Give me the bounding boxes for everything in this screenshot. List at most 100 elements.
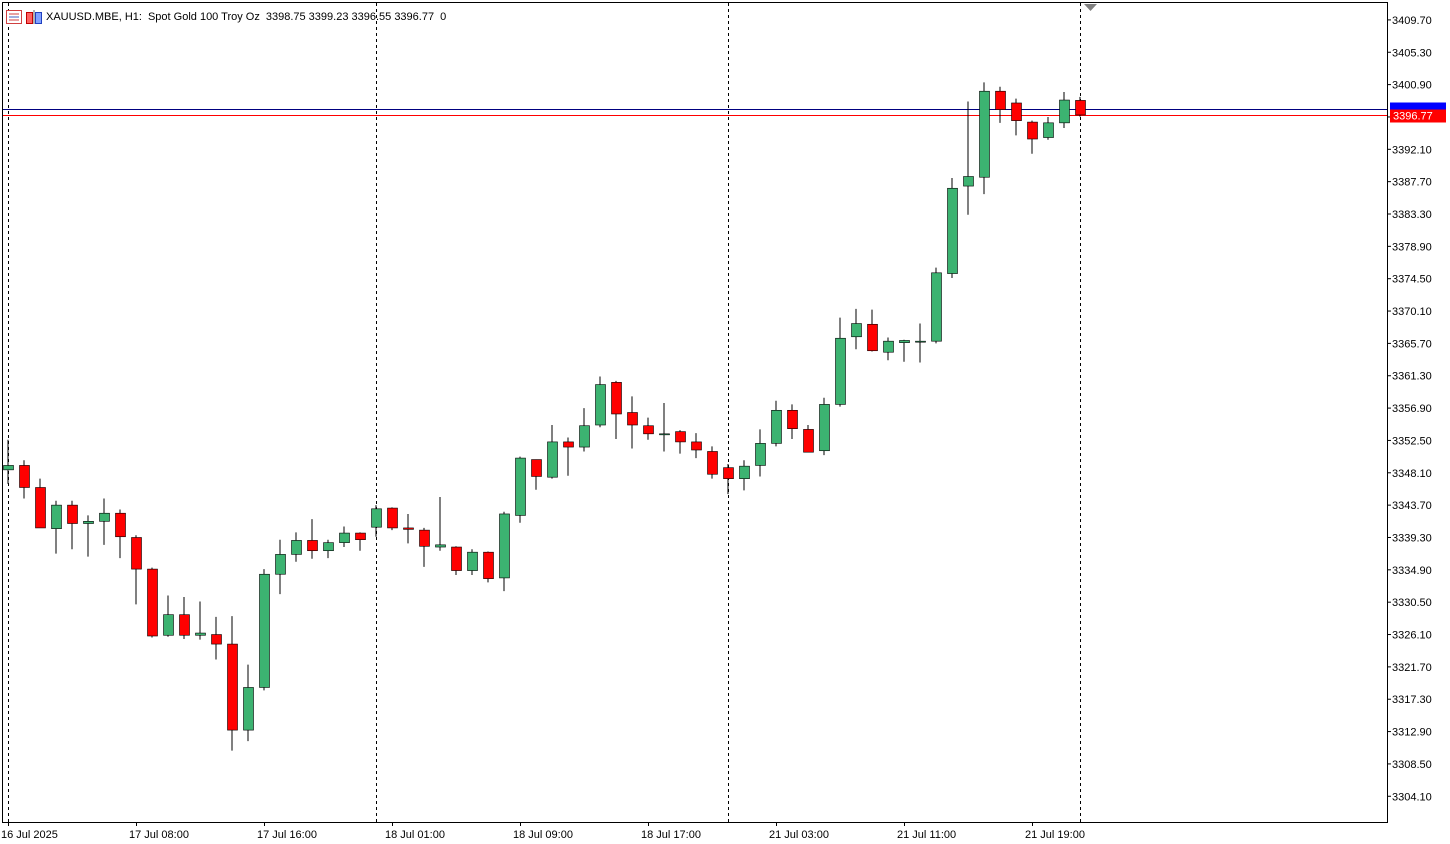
candle (355, 532, 366, 551)
candle (419, 527, 430, 567)
price-tick-label: 3308.50 (1392, 759, 1432, 771)
price-tick-label: 3361.30 (1392, 371, 1432, 383)
price-tick-label: 3330.50 (1392, 597, 1432, 609)
candle-body-bear (531, 459, 542, 477)
candle (579, 408, 590, 452)
symbol-label: XAUUSD.MBE, H1: (46, 11, 142, 23)
candle-body-bear (787, 409, 798, 429)
candle-body-bear (1011, 102, 1022, 121)
candle (979, 82, 990, 195)
bid-price-label-text: 3396.77 (1393, 111, 1433, 123)
candle (115, 509, 126, 559)
candle-body-bull (915, 340, 926, 343)
price-tick-label: 3378.90 (1392, 241, 1432, 253)
candle-body-bull (515, 457, 526, 516)
candle-body-bull (259, 573, 270, 688)
chart-header: XAUUSD.MBE, H1: Spot Gold 100 Troy Oz 33… (6, 8, 452, 26)
price-tick-label: 3392.10 (1392, 144, 1432, 156)
candle-body-bull (579, 425, 590, 448)
candle (275, 539, 286, 595)
candle-body-bull (547, 441, 558, 478)
candle (899, 339, 910, 362)
price-tick-label: 3405.30 (1392, 47, 1432, 59)
candle-body-bull (819, 404, 830, 452)
candle-body-bear (483, 551, 494, 579)
candle (307, 519, 318, 559)
candle (755, 429, 766, 477)
candle-body-bear (179, 614, 190, 636)
day-separators (8, 3, 1081, 822)
candle (867, 309, 878, 352)
candle-body-bull (51, 504, 62, 529)
candle (739, 460, 750, 491)
one-click-trading-icon[interactable] (26, 10, 42, 24)
candle-body-bear (307, 540, 318, 552)
candle (1043, 116, 1054, 140)
price-tick-label: 3334.90 (1392, 565, 1432, 577)
candle (931, 267, 942, 344)
candle-body-bull (499, 513, 510, 579)
candle-body-bull (979, 90, 990, 178)
candle-body-bull (1059, 99, 1070, 124)
price-tick-label: 3400.90 (1392, 80, 1432, 92)
price-tick-label: 3348.10 (1392, 468, 1432, 480)
candle-body-bear (627, 412, 638, 426)
candle (19, 460, 30, 499)
bid-price-label (1390, 109, 1446, 123)
chart-list-icon[interactable] (6, 10, 22, 24)
price-axis[interactable]: 3409.703405.303400.903396.503392.103387.… (1387, 15, 1446, 803)
candle (227, 616, 238, 751)
candle-body-bear (707, 451, 718, 475)
price-tick-label: 3374.50 (1392, 274, 1432, 286)
candle-body-bull (163, 614, 174, 636)
candle-body-bear (355, 532, 366, 540)
candle-body-bull (1043, 122, 1054, 138)
candle (659, 402, 670, 452)
price-tick-label: 3370.10 (1392, 306, 1432, 318)
candle-body-bear (723, 467, 734, 479)
candle-body-bear (995, 90, 1006, 110)
candle-body-bull (195, 632, 206, 636)
price-tick-label: 3365.70 (1392, 338, 1432, 350)
candle (787, 404, 798, 439)
candle-body-bear (611, 382, 622, 415)
candle-body-bull (947, 187, 958, 274)
candle-body-bear (35, 487, 46, 529)
time-tick-label: 18 Jul 01:00 (385, 829, 445, 841)
candle-body-bull (99, 512, 110, 522)
candle (947, 177, 958, 278)
time-tick-label: 17 Jul 08:00 (129, 829, 189, 841)
volume-value: 0 (440, 11, 447, 23)
candle (483, 551, 494, 583)
candle (147, 567, 158, 638)
candle (243, 664, 254, 742)
price-tick-label: 3317.30 (1392, 694, 1432, 706)
candle (707, 446, 718, 479)
candle (851, 308, 862, 350)
candle (611, 380, 622, 439)
shift-marker-icon[interactable] (1084, 4, 1097, 11)
candle (1027, 120, 1038, 154)
price-lines (3, 109, 1387, 116)
candle (819, 397, 830, 456)
candle-body-bear (563, 441, 574, 448)
price-tick-label: 3312.90 (1392, 727, 1432, 739)
candle-body-bull (339, 532, 350, 543)
candle (723, 463, 734, 495)
candle-body-bear (1075, 100, 1086, 116)
candle (563, 437, 574, 476)
price-tick-label: 3387.70 (1392, 177, 1432, 189)
candle (691, 433, 702, 459)
price-tick-label: 3352.50 (1392, 435, 1432, 447)
symbol-description: Spot Gold 100 Troy Oz (147, 11, 260, 23)
candle (995, 86, 1006, 123)
price-tick-label: 3326.10 (1392, 630, 1432, 642)
candle-body-bear (131, 537, 142, 570)
candle (323, 539, 334, 559)
candle (515, 456, 526, 523)
candle (259, 569, 270, 691)
time-axis[interactable]: 16 Jul 2025 17 Jul 08:00 17 Jul 16:00 18 Ju… (1, 822, 1085, 841)
candle (771, 400, 782, 447)
candle (403, 513, 414, 544)
